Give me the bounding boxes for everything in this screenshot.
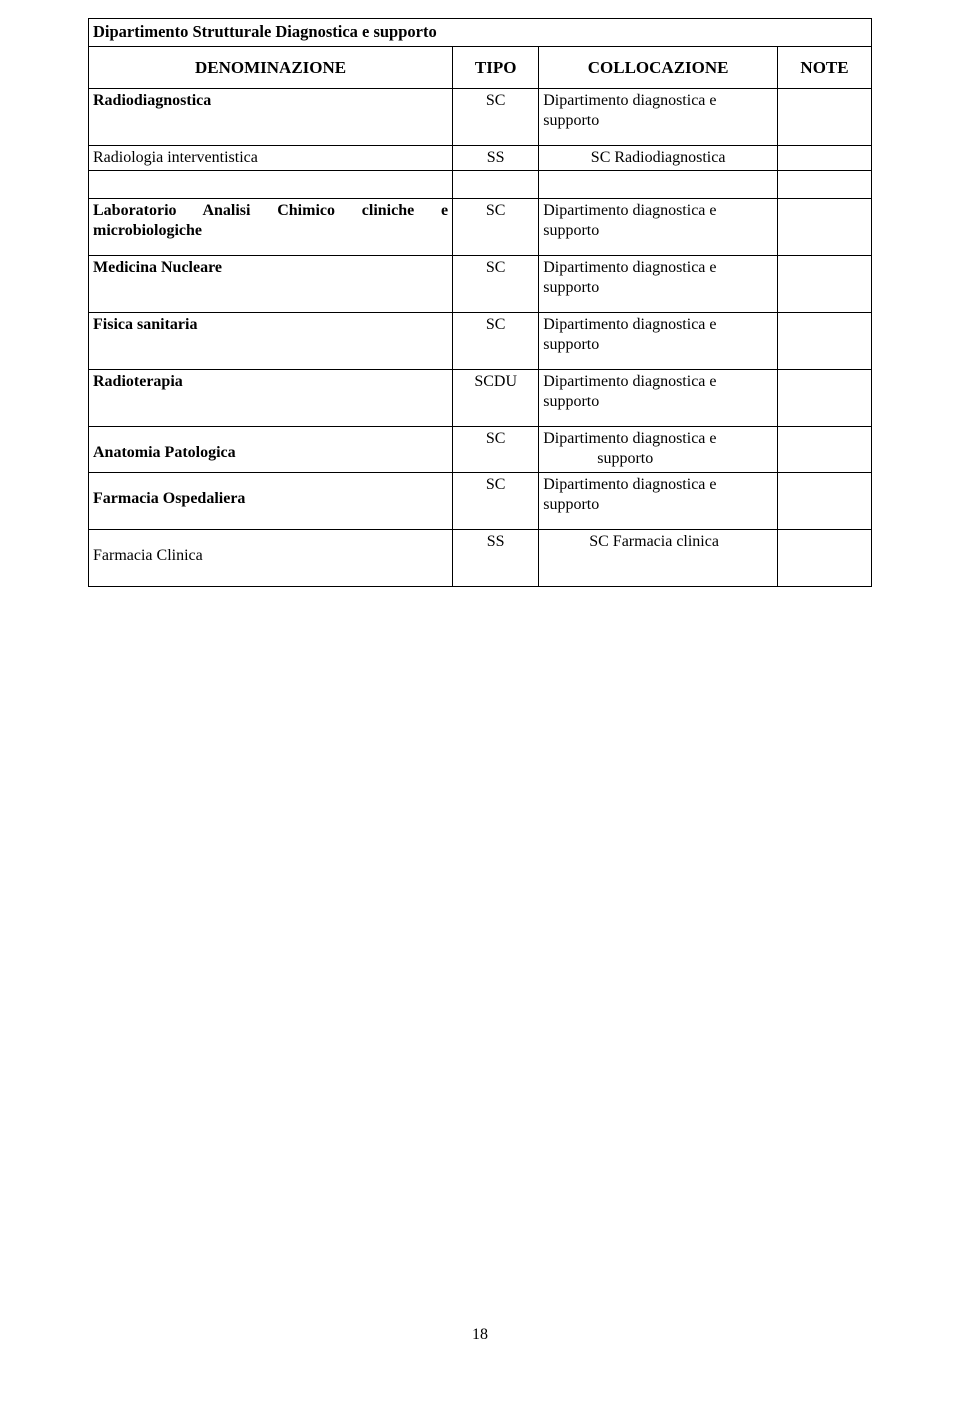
cell-name: Radiodiagnostica (89, 88, 453, 145)
cell-note (778, 369, 872, 426)
cell-tipo: SC (453, 312, 539, 369)
cell-coll: Dipartimento diagnostica e supporto (539, 312, 778, 369)
table-row: Laboratorio Analisi Chimico cliniche e m… (89, 198, 872, 255)
page-number: 18 (0, 1326, 960, 1344)
cell-note (778, 473, 872, 530)
cell-coll: Dipartimento diagnostica e supporto (539, 473, 778, 530)
coll-line2: supporto (543, 449, 773, 469)
diagnostic-table: Dipartimento Strutturale Diagnostica e s… (88, 18, 872, 587)
header-tipo: TIPO (453, 46, 539, 88)
table-row: Radiologia interventistica SS SC Radiodi… (89, 145, 872, 170)
cell-name: Farmacia Clinica (89, 530, 453, 567)
cell-name: Radioterapia (89, 369, 453, 426)
cell-name: Anatomia Patologica (89, 426, 453, 463)
cell-name: Laboratorio Analisi Chimico cliniche e m… (89, 198, 453, 255)
cell-tipo: SCDU (453, 369, 539, 426)
cell-note (778, 145, 872, 170)
title-row: Dipartimento Strutturale Diagnostica e s… (89, 19, 872, 47)
cell-coll: Dipartimento diagnostica e supporto (539, 198, 778, 255)
cell-tipo: SC (453, 473, 539, 530)
cell-tipo: SC (453, 88, 539, 145)
cell-tipo: SS (453, 530, 539, 587)
cell-name: Farmacia Ospedaliera (89, 473, 453, 520)
table-row: Fisica sanitaria SC Dipartimento diagnos… (89, 312, 872, 369)
cell-coll: SC Farmacia clinica (539, 530, 778, 587)
table-row: Medicina Nucleare SC Dipartimento diagno… (89, 255, 872, 312)
table-row: Radiodiagnostica SC Dipartimento diagnos… (89, 88, 872, 145)
cell-coll: Dipartimento diagnostica e supporto (539, 88, 778, 145)
table-row: Farmacia Ospedaliera SC Dipartimento dia… (89, 473, 872, 520)
cell-name: Medicina Nucleare (89, 255, 453, 312)
cell-note (778, 255, 872, 312)
cell-note (778, 426, 872, 473)
table-row: Anatomia Patologica SC Dipartimento diag… (89, 426, 872, 463)
cell-name: Fisica sanitaria (89, 312, 453, 369)
header-note: NOTE (778, 46, 872, 88)
cell-coll: Dipartimento diagnostica e supporto (539, 426, 778, 473)
header-row: DENOMINAZIONE TIPO COLLOCAZIONE NOTE (89, 46, 872, 88)
cell-note (778, 198, 872, 255)
header-denominazione: DENOMINAZIONE (89, 46, 453, 88)
cell-tipo: SC (453, 426, 539, 473)
cell-note (778, 88, 872, 145)
cell-coll: Dipartimento diagnostica e supporto (539, 255, 778, 312)
cell-coll: Dipartimento diagnostica e supporto (539, 369, 778, 426)
cell-tipo: SC (453, 198, 539, 255)
cell-tipo: SC (453, 255, 539, 312)
cell-name: Radiologia interventistica (89, 145, 453, 170)
table-row: Farmacia Clinica SS SC Farmacia clinica (89, 530, 872, 567)
cell-note (778, 530, 872, 587)
table-row: Radioterapia SCDU Dipartimento diagnosti… (89, 369, 872, 426)
header-collocazione: COLLOCAZIONE (539, 46, 778, 88)
cell-tipo: SS (453, 145, 539, 170)
coll-line1: Dipartimento diagnostica e (543, 429, 773, 449)
spacer-row (89, 170, 872, 198)
cell-coll: SC Radiodiagnostica (539, 145, 778, 170)
cell-note (778, 312, 872, 369)
table-title: Dipartimento Strutturale Diagnostica e s… (89, 19, 872, 47)
